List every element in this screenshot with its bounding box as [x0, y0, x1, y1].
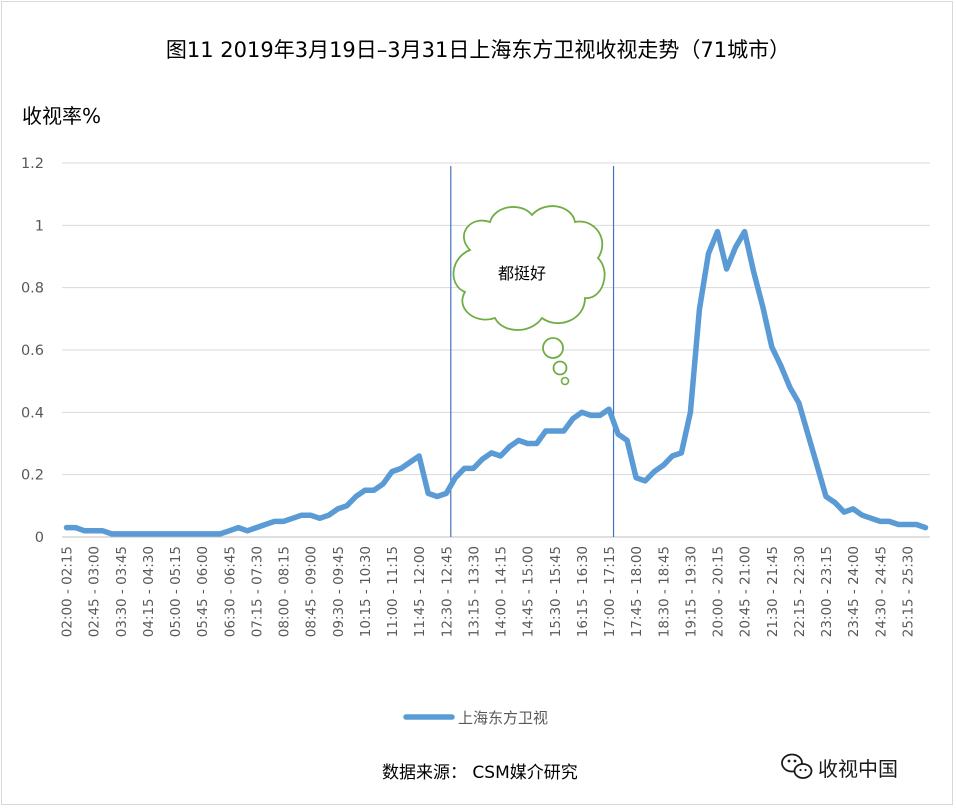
x-tick-label: 17:45 - 18:00 — [629, 546, 645, 637]
x-tick-label: 23:00 - 23:15 — [819, 546, 835, 637]
x-tick-label: 08:45 - 09:00 — [304, 546, 320, 637]
thought-bubble-cloud — [452, 205, 606, 331]
x-tick-label: 07:15 - 07:30 — [249, 546, 265, 637]
thought-bubble-dot-small — [560, 376, 570, 386]
y-tick-label: 0 — [35, 530, 44, 546]
watermark-text: 收视中国 — [818, 757, 898, 781]
series-line — [63, 228, 929, 537]
x-tick-label: 05:45 - 06:00 — [195, 546, 211, 637]
x-tick-label: 14:45 - 15:00 — [521, 546, 537, 637]
x-tick-label: 16:15 - 16:30 — [575, 546, 591, 637]
thought-bubble-dot-medium — [552, 360, 568, 376]
x-tick-label: 25:15 - 25:30 — [900, 546, 916, 637]
y-tick-label: 0.8 — [21, 281, 44, 297]
annotation-vlines — [450, 166, 615, 537]
y-tick-labels: 0 0.2 0.4 0.6 0.8 1 1.2 — [21, 156, 44, 546]
x-tick-label: 10:15 - 10:30 — [358, 546, 374, 637]
x-tick-label: 05:00 - 05:15 — [168, 546, 184, 637]
x-tick-label: 24:30 - 24:45 — [873, 546, 889, 637]
x-tick-label: 06:30 - 06:45 — [222, 546, 238, 637]
y-tick-label: 0.2 — [21, 468, 44, 484]
wechat-icon — [781, 753, 813, 779]
x-tick-label: 15:30 - 15:45 — [548, 546, 564, 637]
x-tick-labels: 02:00 - 02:15 02:45 - 03:00 03:30 - 03:45 0… — [60, 546, 917, 637]
x-tick-label: 23:45 - 24:00 — [846, 546, 862, 637]
thought-bubble-text: 都挺好 — [498, 264, 546, 283]
x-tick-label: 20:45 - 21:00 — [738, 546, 754, 637]
x-tick-label: 19:15 - 19:30 — [683, 546, 699, 637]
watermark: 收视中国 — [781, 753, 898, 781]
legend-label: 上海东方卫视 — [458, 709, 548, 727]
y-tick-label: 1 — [35, 218, 44, 234]
x-tick-label: 02:45 - 03:00 — [87, 546, 103, 637]
y-tick-label: 1.2 — [21, 156, 44, 172]
y-tick-label: 0.6 — [21, 343, 44, 359]
x-tick-label: 14:00 - 14:15 — [494, 546, 510, 637]
x-tick-label: 03:30 - 03:45 — [114, 546, 130, 637]
x-tick-label: 11:45 - 12:00 — [412, 546, 428, 637]
x-tick-label: 17:00 - 17:15 — [602, 546, 618, 637]
series-layer — [63, 228, 929, 537]
x-tick-label: 20:00 - 20:15 — [711, 546, 727, 637]
x-tick-label: 09:30 - 09:45 — [331, 546, 347, 637]
thought-bubble: 都挺好 — [452, 205, 606, 386]
x-tick-label: 18:30 - 18:45 — [656, 546, 672, 637]
source-note: 数据来源： CSM媒介研究 — [382, 763, 578, 783]
x-tick-label: 08:00 - 08:15 — [277, 546, 293, 637]
x-tick-label: 12:30 - 12:45 — [439, 546, 455, 637]
gridlines — [62, 162, 930, 538]
x-tick-label: 21:30 - 21:45 — [765, 546, 781, 637]
x-tick-label: 02:00 - 02:15 — [60, 546, 76, 637]
y-axis-label: 收视率% — [22, 104, 101, 128]
x-tick-label: 22:15 - 22:30 — [792, 546, 808, 637]
x-tick-label: 04:15 - 04:30 — [141, 546, 157, 637]
x-tick-label: 11:00 - 11:15 — [385, 546, 401, 637]
y-tick-label: 0.4 — [21, 405, 44, 421]
thought-bubble-dot-large — [542, 337, 564, 359]
legend: 上海东方卫视 — [403, 709, 548, 727]
x-tick-label: 13:15 - 13:30 — [466, 546, 482, 637]
chart-title: 图11 2019年3月19日–3月31日上海东方卫视收视走势（71城市） — [166, 38, 790, 62]
